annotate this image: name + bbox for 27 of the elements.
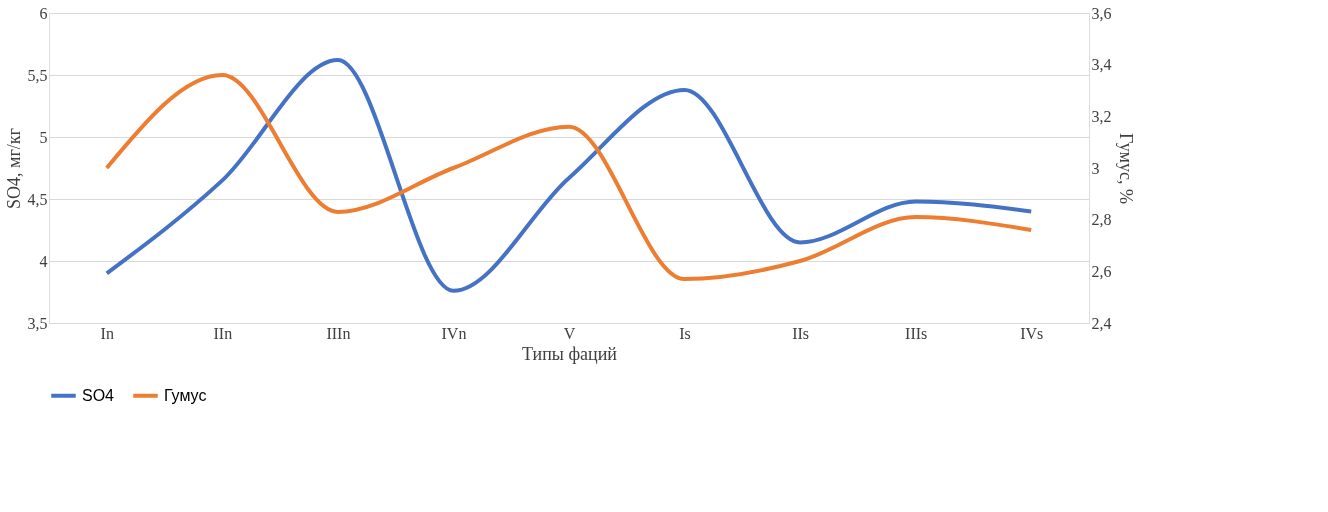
y-axis-title: SO4, мг/кг [3,128,24,209]
y2-tick-label: 3,4 [1091,56,1112,74]
y-tick-label: 4 [39,252,48,270]
y-tick-label: 3,5 [27,314,48,332]
y2-axis-title: Гумус, % [1115,133,1136,204]
y-tick-label: 6 [39,4,48,22]
y2-tick-label: 3,6 [1091,4,1112,22]
y2-tick-label: 2,6 [1091,262,1112,280]
legend-label: SO4 [82,386,115,404]
y2-tick-label: 2,8 [1091,211,1112,229]
x-tick-label: IVs [1020,324,1044,342]
y2-tick-label: 3 [1091,159,1100,177]
y-tick-label: 4,5 [27,190,48,208]
x-tick-label: IIIs [905,324,928,342]
x-tick-label: IIn [213,324,233,342]
x-axis-title: Типы фаций [522,343,618,364]
x-tick-label: IVn [441,324,467,342]
x-tick-label: IIIn [326,324,351,342]
x-tick-label: IIs [792,324,810,342]
x-tick-label: Is [679,324,691,342]
x-tick-label: V [563,324,576,342]
y2-tick-label: 2,4 [1091,314,1112,332]
x-tick-label: In [100,324,114,342]
y-tick-label: 5 [39,128,48,146]
y-tick-label: 5,5 [27,66,48,84]
legend-label: Гумус [164,386,207,404]
y2-tick-label: 3,2 [1091,107,1112,125]
